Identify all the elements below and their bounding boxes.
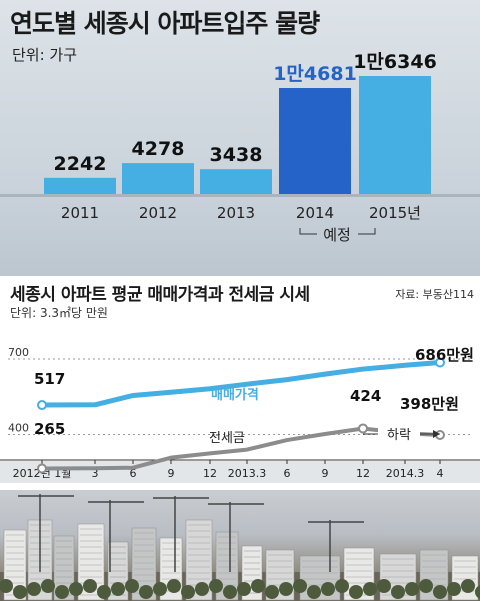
tree xyxy=(321,582,335,596)
jeonse-peak-marker xyxy=(358,423,368,434)
jeonse-peak-label: 424 xyxy=(350,387,381,405)
x-tick-label: 2014.3 xyxy=(386,467,425,480)
tree xyxy=(111,582,125,596)
tree xyxy=(265,585,279,599)
series-line-전세금 xyxy=(41,426,441,471)
tree xyxy=(83,579,97,593)
tree xyxy=(419,579,433,593)
line-chart-source: 자료: 부동산114 xyxy=(395,288,474,301)
line-chart: 7004001002012년 1월369122013.369122014.345… xyxy=(0,346,480,483)
tree xyxy=(13,585,27,599)
bar-value-label: 4278 xyxy=(132,138,185,160)
bar-2014 xyxy=(279,88,351,194)
bar-value-label: 3438 xyxy=(210,144,263,166)
bar-2012 xyxy=(122,163,194,194)
bar-value-label: 1만4681 xyxy=(273,63,357,85)
y-tick-label: 400 xyxy=(8,422,29,435)
bar-chart-panel: 연도별 세종시 아파트입주 물량 단위: 가구 2242 2011 4278 2012… xyxy=(0,0,480,276)
sale-end-label: 686만원 xyxy=(415,346,474,364)
bar-category-label: 2015년 xyxy=(369,204,421,222)
jeonse-end-label: 398만원 xyxy=(400,395,459,413)
bar-category-label: 2011 xyxy=(61,204,99,222)
tree xyxy=(195,582,209,596)
bar-2015년 xyxy=(359,76,431,194)
tree xyxy=(97,585,111,599)
tree xyxy=(363,582,377,596)
forecast-bracket-right xyxy=(358,228,376,235)
line-chart-panel: 세종시 아파트 평균 매매가격과 전세금 시세 자료: 부동산114 단위: 3… xyxy=(0,276,480,490)
bar-baseline xyxy=(0,194,480,197)
tree xyxy=(209,579,223,593)
tree xyxy=(391,585,405,599)
x-tick-label: 12 xyxy=(203,467,217,480)
bar-chart-unit: 단위: 가구 xyxy=(12,46,78,64)
bar-chart-title: 연도별 세종시 아파트입주 물량 xyxy=(10,9,320,38)
bar-category-label: 2013 xyxy=(217,204,255,222)
x-tick-label: 2013.3 xyxy=(228,467,267,480)
tree xyxy=(237,582,251,596)
city-skyline-photo xyxy=(0,490,480,601)
series-line-매매가격 xyxy=(41,360,441,408)
sale-start-label: 517 xyxy=(34,370,65,388)
tree xyxy=(181,585,195,599)
tree xyxy=(307,585,321,599)
bar-2013 xyxy=(200,169,272,194)
tree xyxy=(0,579,13,593)
bar-chart: 2242 2011 4278 2012 3438 2013 1만4681 2014 1만6346… xyxy=(0,51,480,244)
decline-label: 하락 xyxy=(387,428,411,443)
bar-2011 xyxy=(44,177,116,194)
tree xyxy=(125,579,139,593)
tree xyxy=(293,579,307,593)
apartment-skyline-illustration xyxy=(0,494,480,601)
tree xyxy=(335,579,349,593)
line-chart-unit: 단위: 3.3㎡당 만원 xyxy=(10,306,108,320)
x-tick-label: 3 xyxy=(92,467,99,480)
tree xyxy=(41,579,55,593)
tree xyxy=(279,582,293,596)
line-chart-title: 세종시 아파트 평균 매매가격과 전세금 시세 xyxy=(10,285,310,305)
x-tick-label: 9 xyxy=(168,467,175,480)
x-tick-label: 12 xyxy=(356,467,370,480)
x-tick-label: 6 xyxy=(130,467,137,480)
tree xyxy=(433,585,447,599)
jeonse-start-marker xyxy=(37,463,47,474)
tree xyxy=(461,579,475,593)
tree xyxy=(27,582,41,596)
x-tick-label: 6 xyxy=(284,467,291,480)
tree xyxy=(405,582,419,596)
tree xyxy=(447,582,461,596)
x-tick-label: 9 xyxy=(322,467,329,480)
tree xyxy=(223,585,237,599)
apartment-building xyxy=(53,535,75,601)
forecast-label: 예정 xyxy=(323,226,351,244)
tree xyxy=(153,582,167,596)
jeonse-start-label: 265 xyxy=(34,420,65,438)
sale-start-marker xyxy=(37,400,47,411)
bar-value-label: 1만6346 xyxy=(353,51,437,73)
bar-category-label: 2012 xyxy=(139,204,177,222)
x-tick-label: 4 xyxy=(437,467,444,480)
tree xyxy=(475,585,480,599)
tree xyxy=(69,582,83,596)
tree xyxy=(167,579,181,593)
tree xyxy=(139,585,153,599)
decline-label-bg xyxy=(378,425,420,443)
forecast-bracket-left xyxy=(299,228,317,235)
tree xyxy=(377,579,391,593)
decline-arrow-head xyxy=(433,430,440,438)
bar-category-label: 2014 xyxy=(296,204,334,222)
bar-value-label: 2242 xyxy=(54,153,107,175)
tree xyxy=(55,585,69,599)
series-label-jeonse: 전세금 xyxy=(209,431,245,446)
y-tick-label: 700 xyxy=(8,346,29,359)
tree xyxy=(251,579,265,593)
sale-end-marker xyxy=(435,357,445,368)
tree xyxy=(349,585,363,599)
series-label-sale: 매매가격 xyxy=(211,388,259,403)
